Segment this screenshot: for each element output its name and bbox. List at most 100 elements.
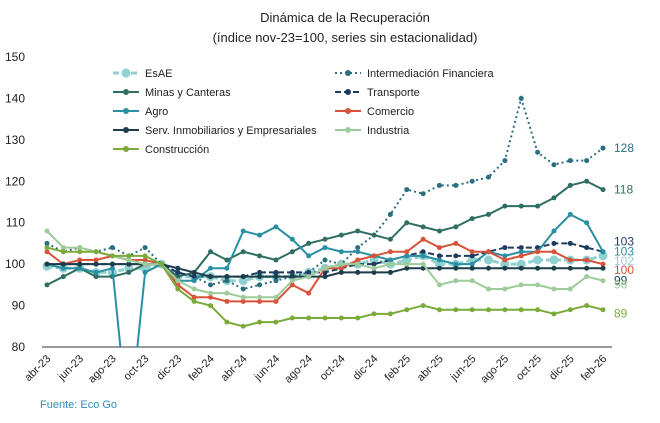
data-point	[224, 257, 230, 263]
data-point	[142, 269, 148, 275]
data-point	[240, 274, 246, 280]
data-point	[469, 216, 475, 222]
data-point	[469, 307, 475, 313]
data-point	[208, 294, 214, 300]
data-point	[436, 307, 442, 313]
data-point	[549, 255, 559, 265]
data-point	[453, 224, 459, 230]
data-point	[355, 257, 361, 263]
data-point	[224, 290, 230, 296]
data-point	[535, 265, 541, 271]
data-point	[502, 265, 508, 271]
data-point	[208, 290, 214, 296]
data-point	[371, 261, 377, 267]
data-point	[338, 315, 344, 321]
data-point	[535, 203, 541, 209]
data-point	[60, 245, 66, 251]
y-tick-label: 80	[12, 340, 26, 354]
data-point	[257, 253, 263, 259]
x-tick-label: ago-24	[282, 353, 315, 386]
data-point	[387, 257, 393, 263]
data-point	[551, 249, 557, 255]
end-label: 96	[614, 278, 628, 292]
data-point	[387, 269, 393, 275]
legend-marker	[123, 89, 129, 95]
data-point	[191, 274, 197, 280]
data-point	[191, 286, 197, 292]
data-point	[486, 307, 492, 313]
data-point	[469, 249, 475, 255]
data-point	[453, 265, 459, 271]
data-point	[600, 278, 606, 284]
data-point	[191, 294, 197, 300]
data-point	[208, 265, 214, 271]
data-point	[338, 261, 344, 267]
data-point	[436, 282, 442, 288]
legend-label: Construcción	[145, 144, 209, 156]
x-tick-label: feb-24	[186, 353, 217, 384]
data-point	[502, 307, 508, 313]
x-tick-label: oct-23	[121, 353, 151, 383]
data-point	[584, 265, 590, 271]
legend-label: Intermediación Financiera	[367, 68, 494, 80]
data-point	[158, 261, 164, 267]
data-point	[567, 182, 573, 188]
data-point	[420, 191, 426, 197]
data-point	[355, 249, 361, 255]
data-point	[208, 249, 214, 255]
data-point	[77, 249, 83, 255]
x-tick-label: ago-25	[479, 353, 512, 386]
data-point	[289, 249, 295, 255]
data-point	[486, 174, 492, 180]
data-point	[518, 282, 524, 288]
data-point	[500, 259, 510, 269]
data-point	[371, 253, 377, 259]
data-point	[306, 269, 312, 275]
data-point	[175, 265, 181, 271]
data-point	[289, 315, 295, 321]
data-point	[109, 253, 115, 259]
data-point	[306, 253, 312, 259]
data-point	[257, 269, 263, 275]
data-point	[273, 294, 279, 300]
data-point	[551, 265, 557, 271]
data-point	[191, 278, 197, 284]
data-point	[469, 253, 475, 259]
legend-marker	[123, 146, 129, 152]
legend-marker	[123, 127, 129, 133]
data-point	[551, 286, 557, 292]
data-point	[404, 307, 410, 313]
data-point	[533, 255, 543, 265]
data-point	[240, 228, 246, 234]
data-point	[502, 245, 508, 251]
data-point	[584, 245, 590, 251]
legend-label: Agro	[145, 106, 168, 118]
legend-label: Industria	[367, 125, 410, 137]
data-point	[551, 311, 557, 317]
data-point	[469, 265, 475, 271]
data-point	[502, 286, 508, 292]
x-tick-label: abr-25	[415, 353, 446, 384]
data-point	[535, 249, 541, 255]
chart-title: Dinámica de la Recuperación	[260, 10, 430, 25]
x-tick-label: dic-25	[547, 353, 577, 383]
x-tick-label: dic-23	[155, 353, 185, 383]
data-point	[518, 249, 524, 255]
data-point	[567, 211, 573, 217]
data-point	[306, 315, 312, 321]
data-point	[289, 269, 295, 275]
x-tick-label: feb-26	[579, 353, 610, 384]
data-point	[224, 265, 230, 271]
data-point	[404, 187, 410, 193]
data-point	[126, 261, 132, 267]
x-tick-label: abr-23	[22, 353, 53, 384]
x-tick-label: oct-25	[514, 353, 544, 383]
chart-subtitle: (índice nov-23=100, series sin estaciona…	[213, 30, 478, 45]
data-point	[273, 257, 279, 263]
plot-area	[42, 94, 608, 347]
data-point	[257, 274, 263, 280]
data-point	[355, 315, 361, 321]
data-point	[257, 232, 263, 238]
data-point	[322, 274, 328, 280]
data-point	[567, 265, 573, 271]
